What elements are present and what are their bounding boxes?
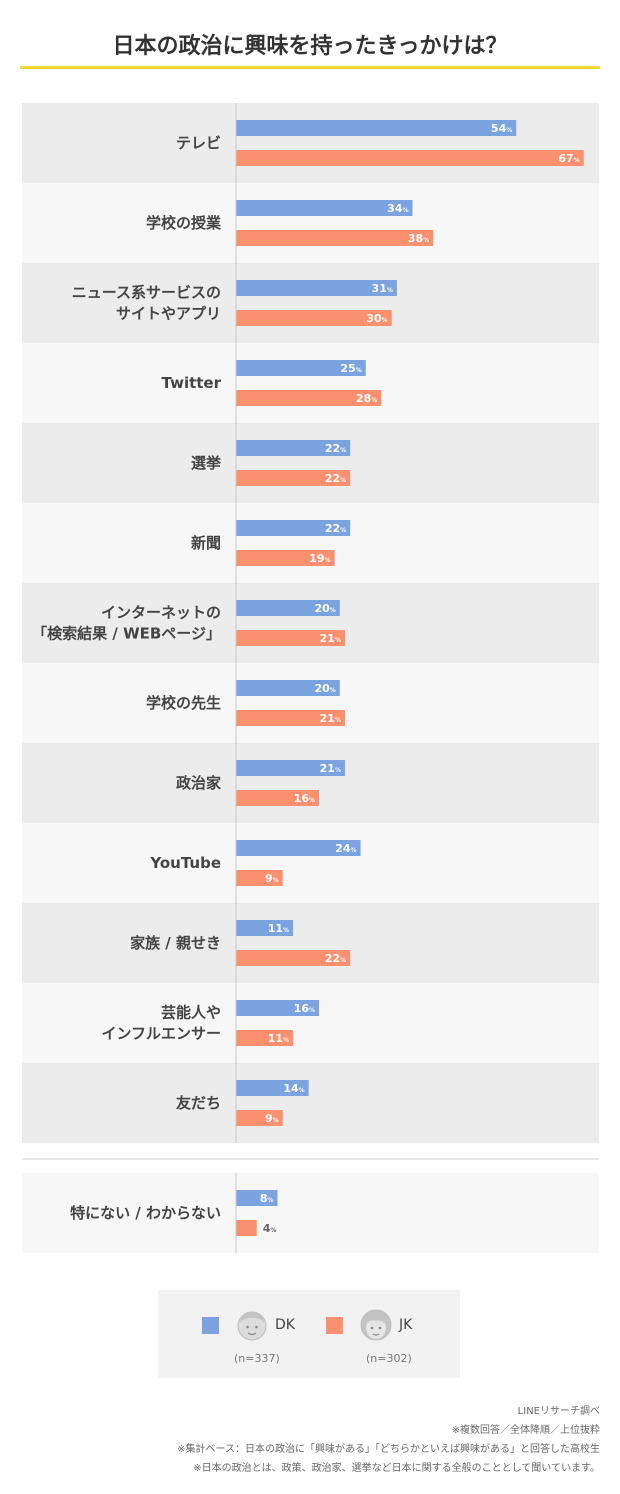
extra-row-0-category-label: 特にない / わからない <box>70 1204 221 1222</box>
legend-item-dk: DK <box>202 1308 295 1342</box>
row-9-category-label: YouTube <box>149 854 221 872</box>
legend-swatch-dk <box>202 1316 219 1334</box>
row-6-bar-dk <box>236 600 340 616</box>
row-10-bar-dk <box>236 920 294 936</box>
row-10-bar-jk <box>236 950 351 966</box>
row-9-bar-dk <box>236 840 361 856</box>
row-0-category-label: テレビ <box>176 134 221 152</box>
row-0-row-bg <box>22 103 599 183</box>
row-12-category-label: 友だち <box>176 1094 221 1112</box>
row-2-row-bg <box>22 263 599 343</box>
row-6-category-label: 「検索結果 / WEBページ」 <box>32 625 221 643</box>
row-5-category-label: 新聞 <box>191 534 221 552</box>
row-8-bar-jk <box>236 790 320 806</box>
footnote-source: LINEリサーチ調べ <box>517 1406 600 1417</box>
row-1-category-label: 学校の授業 <box>146 214 222 232</box>
row-2-category-label: サイトやアプリ <box>116 305 221 323</box>
footnotes: LINEリサーチ調べ ※複数回答／全体降順／上位抜粋 ※集計ベース：日本の政治に… <box>177 1402 600 1478</box>
footnote-method: ※複数回答／全体降順／上位抜粋 <box>451 1425 600 1436</box>
row-2-category-label: ニュース系サービスの <box>72 284 221 302</box>
row-11-bar-jk <box>236 1030 294 1046</box>
legend-swatch-jk <box>326 1316 343 1334</box>
row-6-bar-jk <box>236 630 345 646</box>
row-1-row-bg <box>22 183 599 263</box>
row-4-bar-dk <box>236 440 351 456</box>
legend: DK (n=337) JK (n=302) <box>158 1290 460 1378</box>
footnote-base: ※集計ベース：日本の政治に「興味がある」「どちらかといえば興味がある」と回答した… <box>177 1444 600 1455</box>
row-3-category-label: Twitter <box>162 374 222 392</box>
row-8-bar-dk <box>236 760 345 776</box>
row-5-row-bg <box>22 503 599 583</box>
row-12-row-bg <box>22 1063 599 1143</box>
row-4-category-label: 選挙 <box>191 454 222 472</box>
row-11-row-bg <box>22 983 599 1063</box>
extra-row-0-bar-jk <box>236 1220 257 1236</box>
row-3-bar-jk <box>236 390 382 406</box>
row-3-bar-dk <box>236 360 366 376</box>
row-0-bar-dk <box>236 120 517 136</box>
legend-n-dk: (n=337) <box>234 1352 280 1365</box>
row-6-category-label: インターネットの <box>101 604 221 622</box>
row-5-bar-dk <box>236 520 351 536</box>
row-8-category-label: 政治家 <box>176 774 221 792</box>
row-5-bar-jk <box>236 550 335 566</box>
row-12-bar-dk <box>236 1080 309 1096</box>
row-1-bar-dk <box>236 200 413 216</box>
legend-item-jk: JK <box>326 1308 412 1342</box>
bar-chart: テレビ54%67%学校の授業34%38%ニュース系サービスのサイトやアプリ31%… <box>22 103 599 1253</box>
row-2-bar-jk <box>236 310 392 326</box>
legend-label-jk: JK <box>399 1317 413 1333</box>
chart-title: 日本の政治に興味を持ったきっかけは？ <box>112 34 508 59</box>
legend-n-jk: (n=302) <box>366 1352 412 1365</box>
row-3-row-bg <box>22 343 599 423</box>
row-9-row-bg <box>22 823 599 903</box>
row-7-bar-jk <box>236 710 345 726</box>
row-11-bar-dk <box>236 1000 320 1016</box>
row-1-bar-jk <box>236 230 434 246</box>
row-4-row-bg <box>22 423 599 503</box>
row-6-row-bg <box>22 583 599 663</box>
extra-row-0-row-bg <box>22 1173 599 1253</box>
row-0-bar-jk <box>236 150 584 166</box>
row-10-category-label: 家族 / 親せき <box>130 934 221 952</box>
row-8-row-bg <box>22 743 599 823</box>
row-11-category-label: インフルエンサー <box>101 1025 221 1043</box>
row-7-row-bg <box>22 663 599 743</box>
row-9-bar-jk <box>236 870 283 886</box>
row-12-bar-jk <box>236 1110 283 1126</box>
title-underline <box>20 66 600 69</box>
footnote-definition: ※日本の政治とは、政策、政治家、選挙など日本に関する全般のこととして聞いています… <box>193 1463 600 1474</box>
legend-label-dk: DK <box>275 1317 295 1333</box>
boy-face-icon <box>237 1311 267 1341</box>
extra-row-0-bar-dk <box>236 1190 278 1206</box>
row-7-bar-dk <box>236 680 340 696</box>
row-7-category-label: 学校の先生 <box>146 694 221 712</box>
row-4-bar-jk <box>236 470 351 486</box>
row-2-bar-dk <box>236 280 397 296</box>
girl-face-icon <box>360 1309 392 1341</box>
row-10-row-bg <box>22 903 599 983</box>
row-11-category-label: 芸能人や <box>161 1004 221 1022</box>
